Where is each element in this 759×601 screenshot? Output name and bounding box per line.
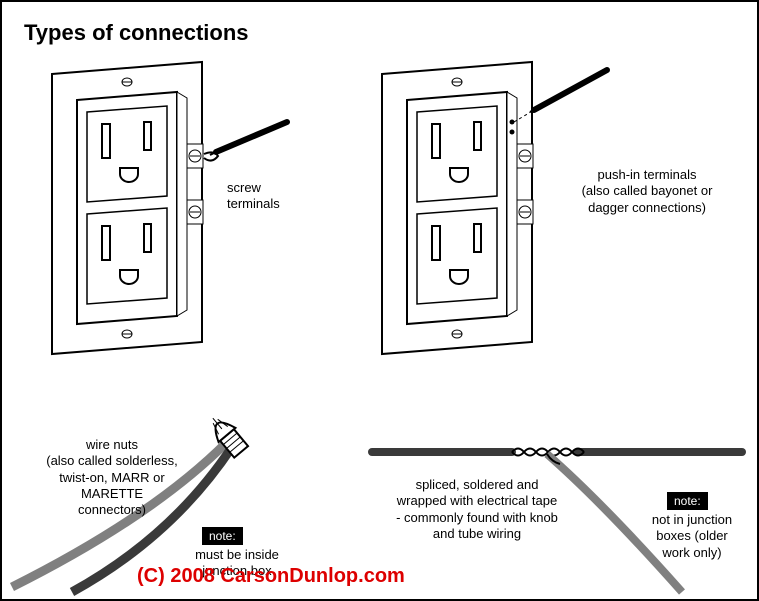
- diagram-page: Types of connections: [0, 0, 759, 601]
- note-box-right: note:: [667, 492, 708, 510]
- copyright-text: (C) 2008 CarsonDunlop.com: [137, 565, 405, 588]
- splice-label: spliced, soldered andwrapped with electr…: [377, 477, 577, 542]
- note-box-left: note:: [202, 527, 243, 545]
- screw-terminals-label: screwterminals: [227, 180, 280, 213]
- pushin-terminals-label: push-in terminals(also called bayonet or…: [562, 167, 732, 216]
- note-right-text: not in junctionboxes (olderwork only): [637, 512, 747, 561]
- page-title: Types of connections: [24, 20, 249, 46]
- wire-nuts-label: wire nuts(also called solderless,twist-o…: [32, 437, 192, 518]
